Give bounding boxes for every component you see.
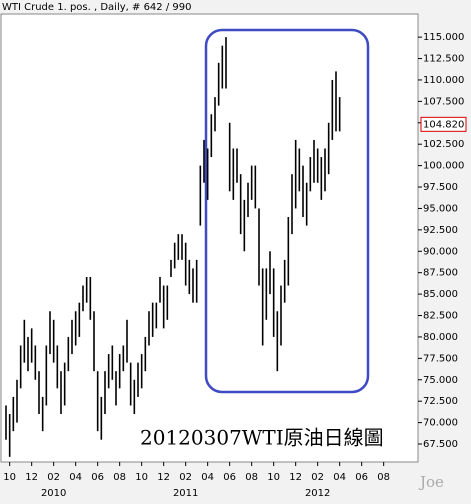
x-tick-label: 06 [355,472,368,483]
y-tick-label: 97.500 [423,182,458,193]
y-tick-label: 110.000 [423,75,464,86]
x-year-label: 2011 [173,488,198,499]
y-tick-label: 82.500 [423,311,458,322]
y-tick-label: 80.000 [423,332,458,343]
x-tick-label: 04 [69,472,82,483]
y-tick-label: 77.500 [423,353,458,364]
x-tick-label: 10 [267,472,280,483]
x-tick-label: 04 [333,472,346,483]
x-year-label: 2010 [41,488,66,499]
plot-area [0,13,419,463]
x-tick-label: 08 [113,472,126,483]
y-tick-label: 92.500 [423,225,458,236]
y-tick-label: 75.000 [423,375,458,386]
y-tick-label: 112.500 [423,54,464,65]
x-tick-label: 10 [135,472,148,483]
x-tick-label: 12 [25,472,38,483]
y-tick-label: 72.500 [423,396,458,407]
x-tick-label: 06 [223,472,236,483]
x-tick-label: 02 [47,472,60,483]
y-tick-label: 90.000 [423,246,458,257]
last-price-box [420,116,467,132]
annotation: 20120307WTI原油日線圖 [140,426,384,450]
x-tick-label: 02 [311,472,324,483]
y-tick-label: 107.500 [423,96,464,107]
last-price-label: 104.820 [423,119,464,130]
y-tick-label: 67.500 [423,439,458,450]
x-tick-label: 06 [91,472,104,483]
x-tick-label: 12 [289,472,302,483]
x-tick-label: 08 [245,472,258,483]
chart-title: WTI Crude 1. pos. , Daily, # 642 / 990 [2,2,191,13]
y-tick-label: 85.000 [423,289,458,300]
x-tick-label: 08 [377,472,390,483]
y-tick-label: 100.000 [423,161,464,172]
y-tick-label: 102.500 [423,139,464,150]
x-tick-label: 04 [201,472,214,483]
highlight-box [204,28,370,394]
x-year-label: 2012 [305,488,330,499]
x-tick-label: 10 [3,472,16,483]
x-tick-label: 02 [179,472,192,483]
x-tick-label: 12 [157,472,170,483]
y-tick-label: 70.000 [423,418,458,429]
y-tick-label: 95.000 [423,203,458,214]
y-tick-label: 115.000 [423,32,464,43]
signature: Joe [418,473,444,491]
y-tick-label: 87.500 [423,268,458,279]
